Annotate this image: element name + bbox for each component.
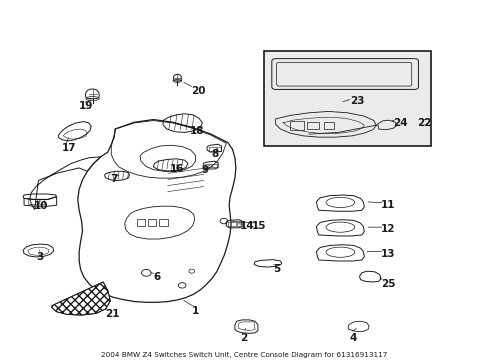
Bar: [147, 219, 156, 226]
Text: 16: 16: [170, 163, 184, 174]
Bar: [208, 147, 215, 151]
Text: 20: 20: [190, 86, 205, 96]
Bar: [306, 122, 318, 129]
Text: 7: 7: [110, 174, 118, 184]
Text: 10: 10: [34, 201, 48, 211]
Text: 21: 21: [105, 309, 120, 319]
Bar: [236, 222, 240, 226]
Bar: [205, 164, 210, 167]
Text: 3: 3: [36, 252, 43, 261]
Text: 2: 2: [239, 333, 246, 343]
Text: 4: 4: [349, 333, 357, 343]
Bar: [263, 51, 430, 146]
Text: 2004 BMW Z4 Switches Switch Unit, Centre Console Diagram for 61316913117: 2004 BMW Z4 Switches Switch Unit, Centre…: [101, 352, 387, 358]
Bar: [28, 199, 38, 204]
Text: 13: 13: [380, 249, 395, 259]
Bar: [40, 199, 44, 204]
Text: 22: 22: [416, 118, 430, 128]
Text: 18: 18: [189, 126, 203, 136]
Bar: [228, 222, 235, 226]
Bar: [211, 164, 216, 167]
Bar: [323, 122, 333, 129]
Polygon shape: [52, 282, 110, 315]
Text: 19: 19: [79, 101, 93, 111]
Text: 24: 24: [392, 118, 407, 128]
Text: 23: 23: [349, 96, 364, 106]
Text: 6: 6: [153, 272, 161, 282]
Text: 12: 12: [380, 224, 395, 234]
Text: 14: 14: [239, 221, 254, 231]
Text: 15: 15: [251, 221, 265, 231]
Text: 9: 9: [201, 165, 208, 175]
Text: 11: 11: [380, 200, 395, 210]
Text: 17: 17: [61, 143, 76, 153]
Bar: [216, 147, 220, 151]
Text: 1: 1: [191, 306, 199, 316]
Bar: [159, 219, 167, 226]
Text: 8: 8: [210, 149, 218, 159]
Bar: [137, 219, 145, 226]
Text: 25: 25: [380, 279, 395, 289]
Text: 5: 5: [273, 264, 280, 274]
Bar: [289, 121, 304, 130]
